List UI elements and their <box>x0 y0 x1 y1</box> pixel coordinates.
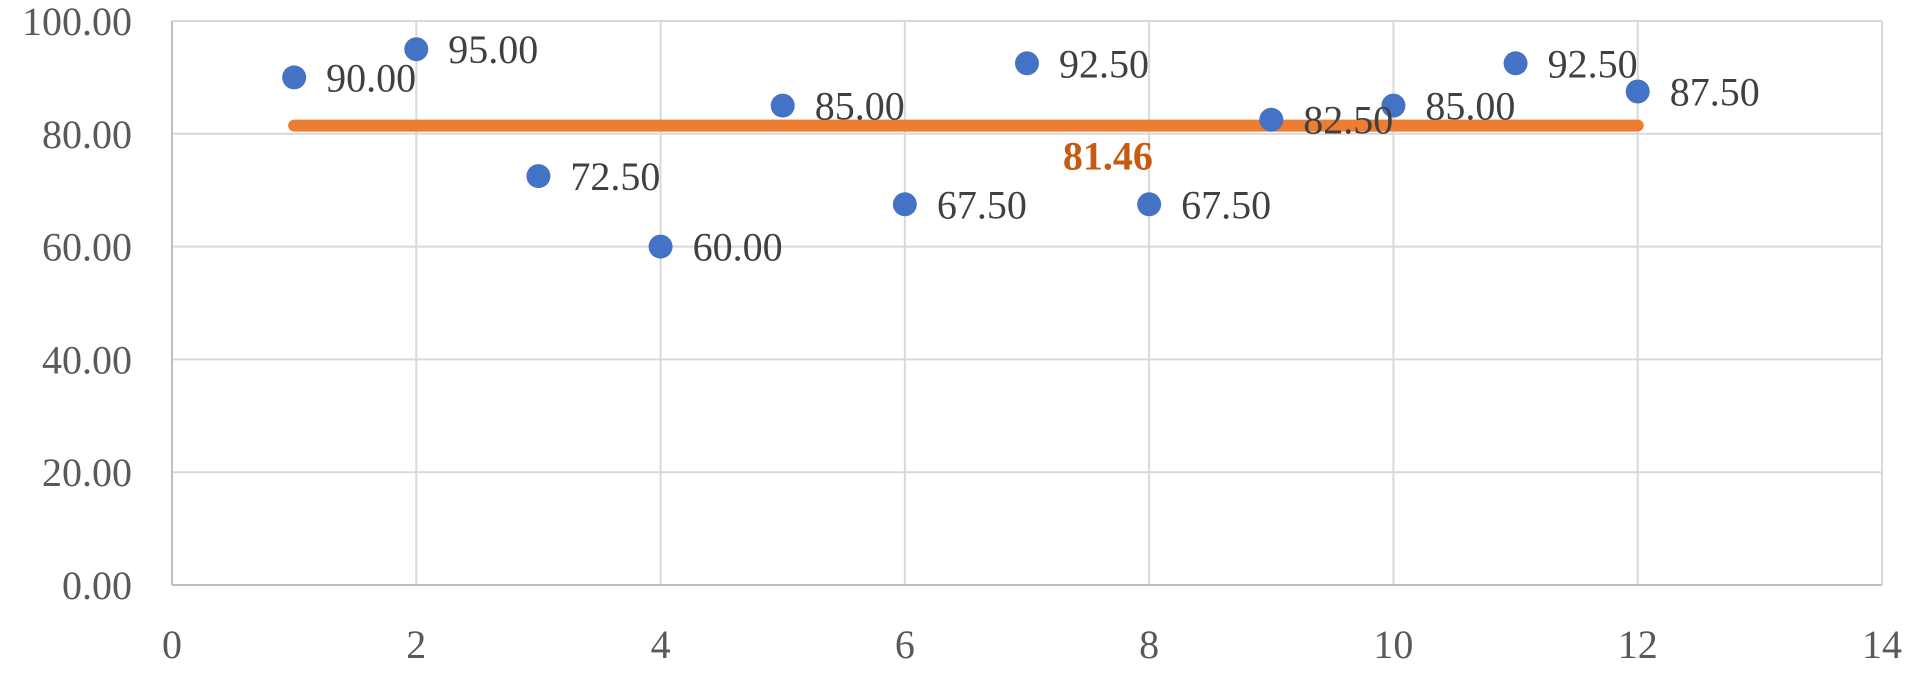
data-label: 67.50 <box>1181 182 1271 227</box>
x-tick-label: 10 <box>1373 622 1413 667</box>
data-point <box>1381 93 1406 118</box>
y-tick-label: 0.00 <box>62 563 132 608</box>
data-label: 90.00 <box>326 55 416 100</box>
data-label: 92.50 <box>1059 41 1149 86</box>
axes <box>171 21 1882 586</box>
data-point <box>1137 192 1162 217</box>
data-points <box>282 37 1650 259</box>
data-label: 60.00 <box>693 225 783 270</box>
x-tick-label: 8 <box>1139 622 1159 667</box>
x-tick-label: 6 <box>895 622 915 667</box>
data-label: 85.00 <box>815 84 905 129</box>
data-label: 67.50 <box>937 182 1027 227</box>
x-tick-label: 14 <box>1862 622 1902 667</box>
data-label: 85.00 <box>1425 84 1515 129</box>
data-label: 72.50 <box>570 154 660 199</box>
data-label: 95.00 <box>448 27 538 72</box>
data-point <box>526 164 551 189</box>
data-point <box>1015 51 1039 76</box>
mean-line-label: 81.46 <box>1063 134 1153 179</box>
data-point <box>770 93 795 118</box>
data-point <box>892 192 917 217</box>
grid-lines <box>172 20 1883 585</box>
y-tick-label: 100.00 <box>22 0 132 44</box>
data-point <box>404 37 429 62</box>
data-point <box>282 65 307 90</box>
data-label: 82.50 <box>1303 98 1393 143</box>
y-tick-label: 20.00 <box>42 450 132 495</box>
data-point <box>1503 51 1528 76</box>
data-label: 92.50 <box>1548 41 1638 86</box>
x-tick-label: 0 <box>162 622 182 667</box>
data-point <box>1259 107 1284 132</box>
y-tick-label: 80.00 <box>42 112 132 157</box>
x-tick-label: 12 <box>1618 622 1658 667</box>
x-tick-label: 4 <box>651 622 671 667</box>
data-point <box>1625 79 1650 104</box>
x-tick-label: 2 <box>406 622 426 667</box>
y-tick-label: 40.00 <box>42 337 132 382</box>
tick-labels: 0.00 20.00 40.00 60.00 80.00 100.00 0 2 4 6 8 10 12 1… <box>22 0 1902 667</box>
data-labels: 81.46 90.00 95.00 72.50 60.00 85.00 67.50 92.50… <box>326 27 1760 269</box>
y-tick-label: 60.00 <box>42 225 132 270</box>
data-label: 87.50 <box>1670 70 1760 115</box>
data-point <box>648 234 673 259</box>
